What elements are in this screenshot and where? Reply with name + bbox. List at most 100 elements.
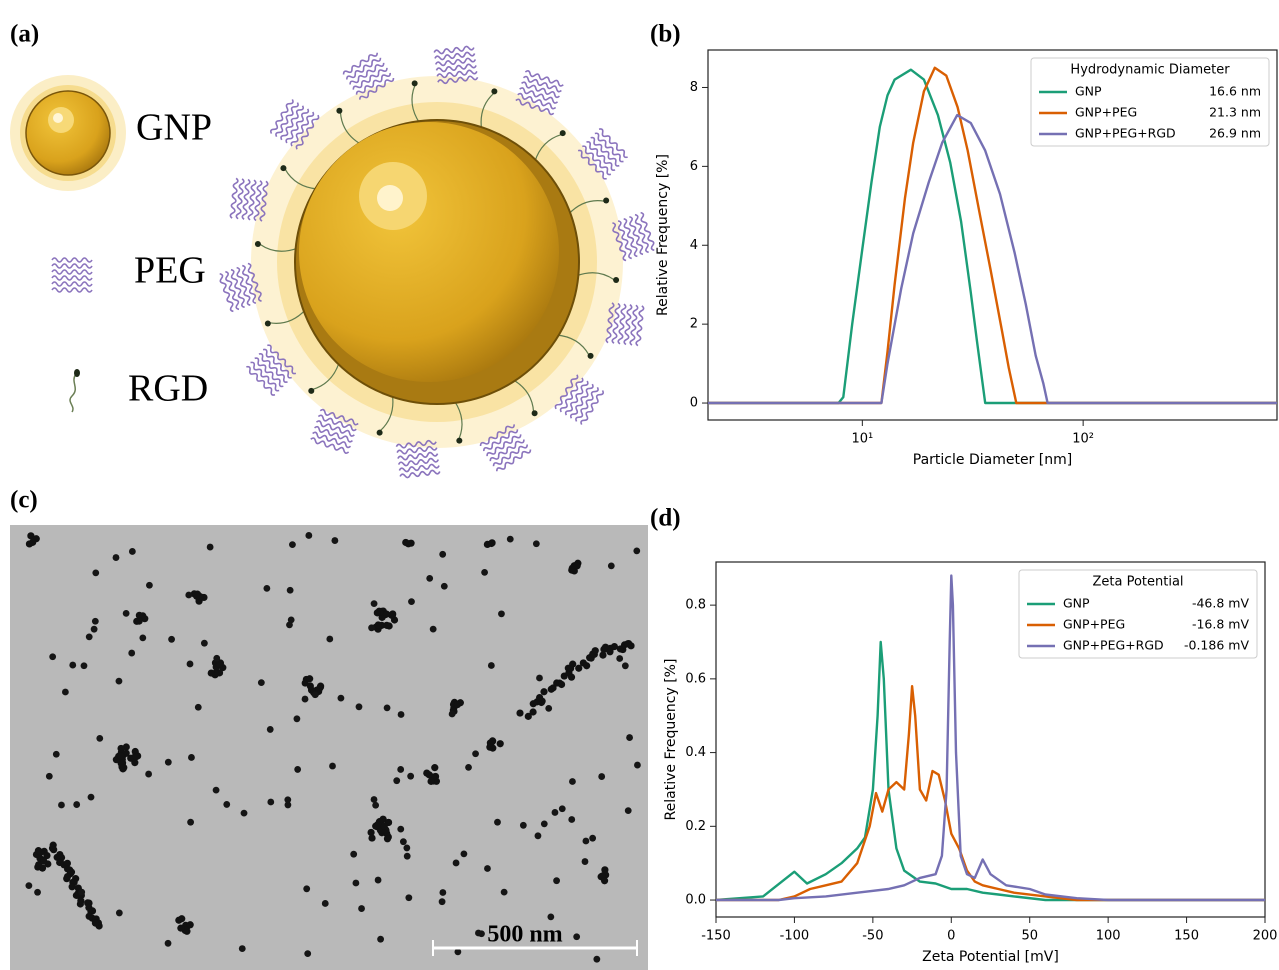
nanoparticle bbox=[541, 820, 548, 827]
nanoparticle bbox=[371, 600, 378, 607]
nanoparticle bbox=[626, 734, 633, 741]
nanoparticle bbox=[58, 802, 65, 809]
nanoparticle bbox=[494, 819, 501, 826]
nanoparticle bbox=[404, 853, 411, 860]
nanoparticle bbox=[374, 609, 381, 616]
panel-label: (d) bbox=[650, 505, 681, 532]
nanoparticle bbox=[92, 920, 99, 927]
nanoparticle bbox=[92, 618, 99, 625]
nanoparticle bbox=[568, 674, 575, 681]
nanoparticle bbox=[497, 740, 504, 747]
nanoparticle bbox=[322, 900, 329, 907]
nanoparticle bbox=[601, 877, 608, 884]
nanoparticle bbox=[350, 851, 357, 858]
nanoparticle bbox=[454, 701, 461, 708]
nanoparticle bbox=[188, 754, 195, 761]
x-tick-label: 100 bbox=[1096, 929, 1121, 944]
nanoparticle bbox=[306, 675, 313, 682]
nanoparticle bbox=[484, 865, 491, 872]
nanoparticle bbox=[178, 915, 185, 922]
nanoparticle bbox=[516, 709, 523, 716]
scale-bar-label: 500 nm bbox=[487, 922, 562, 948]
nanoparticle bbox=[331, 537, 338, 544]
nanoparticle bbox=[405, 894, 412, 901]
nanoparticle bbox=[133, 753, 140, 760]
nanoparticle bbox=[383, 622, 390, 629]
y-tick-label: 4 bbox=[690, 238, 698, 253]
rgd-peptide bbox=[532, 410, 538, 416]
nanoparticle bbox=[431, 764, 438, 771]
gnp-icon bbox=[10, 75, 126, 191]
nanoparticle bbox=[78, 889, 85, 896]
nanoparticle bbox=[96, 735, 103, 742]
nanoparticle bbox=[529, 708, 536, 715]
nanoparticle bbox=[69, 662, 76, 669]
nanoparticle bbox=[139, 634, 146, 641]
y-tick-label: 0.8 bbox=[685, 598, 706, 613]
nanoparticle bbox=[547, 913, 554, 920]
nanoparticle bbox=[50, 846, 57, 853]
y-axis-label: Relative Frequency [%] bbox=[655, 154, 671, 316]
nanoparticle bbox=[427, 778, 434, 785]
nanoparticle bbox=[207, 544, 214, 551]
nanoparticle bbox=[540, 688, 547, 695]
nanoparticle bbox=[403, 845, 410, 852]
nanoparticle bbox=[407, 773, 414, 780]
nanoparticle bbox=[304, 950, 311, 957]
nanoparticle bbox=[453, 860, 460, 867]
nanoparticle bbox=[25, 882, 32, 889]
nanoparticle bbox=[289, 541, 296, 548]
rgd-peptide bbox=[603, 197, 609, 203]
nanoparticle bbox=[49, 653, 56, 660]
legend-title: Zeta Potential bbox=[1092, 575, 1183, 590]
nanoparticle bbox=[69, 883, 76, 890]
nanoparticle bbox=[208, 669, 215, 676]
nanoparticle bbox=[305, 532, 312, 539]
y-tick-label: 8 bbox=[690, 80, 698, 95]
nanoparticle bbox=[481, 569, 488, 576]
rgd-peptide bbox=[265, 321, 271, 327]
nanoparticle bbox=[302, 696, 309, 703]
nanoparticle bbox=[383, 610, 390, 617]
nanoparticle bbox=[430, 626, 437, 633]
nanoparticle bbox=[398, 711, 405, 718]
x-tick-label: 10² bbox=[1072, 432, 1094, 447]
nanoparticle bbox=[307, 682, 314, 689]
rgd-peptide bbox=[588, 353, 594, 359]
diagram-label: GNP bbox=[136, 107, 212, 149]
nanoparticle bbox=[92, 570, 99, 577]
nanoparticle bbox=[633, 548, 640, 555]
nanoparticle bbox=[86, 633, 93, 640]
nanoparticle bbox=[187, 819, 194, 826]
micrograph bbox=[10, 525, 648, 970]
x-tick-label: 150 bbox=[1174, 929, 1199, 944]
legend-title: Hydrodynamic Diameter bbox=[1070, 63, 1230, 78]
nanoparticle bbox=[608, 562, 615, 569]
legend-value: -16.8 mV bbox=[1192, 617, 1249, 632]
nanoparticle bbox=[116, 910, 123, 917]
nanoparticle bbox=[195, 704, 202, 711]
nanoparticle bbox=[146, 582, 153, 589]
nanoparticle bbox=[488, 662, 495, 669]
nanoparticle bbox=[592, 647, 599, 654]
nanoparticle bbox=[356, 703, 363, 710]
nanoparticle bbox=[81, 662, 88, 669]
legend-label: GNP bbox=[1075, 84, 1102, 99]
nanoparticle bbox=[589, 835, 596, 842]
rgd-peptide bbox=[560, 130, 566, 136]
nanoparticle bbox=[201, 640, 208, 647]
nanoparticle bbox=[213, 787, 220, 794]
nanoparticle bbox=[634, 762, 641, 769]
x-tick-label: 50 bbox=[1021, 929, 1038, 944]
nanoparticle bbox=[294, 715, 301, 722]
legend-label: GNP+PEG bbox=[1063, 617, 1125, 632]
rgd-peptide bbox=[336, 108, 342, 114]
rgd-peptide bbox=[255, 241, 261, 247]
nanoparticle bbox=[536, 694, 543, 701]
nanoparticle bbox=[408, 598, 415, 605]
nanoparticle bbox=[165, 940, 172, 947]
nanoparticle bbox=[381, 822, 388, 829]
nanoparticle bbox=[73, 801, 80, 808]
nanoparticle bbox=[128, 650, 135, 657]
nanoparticle bbox=[559, 805, 566, 812]
